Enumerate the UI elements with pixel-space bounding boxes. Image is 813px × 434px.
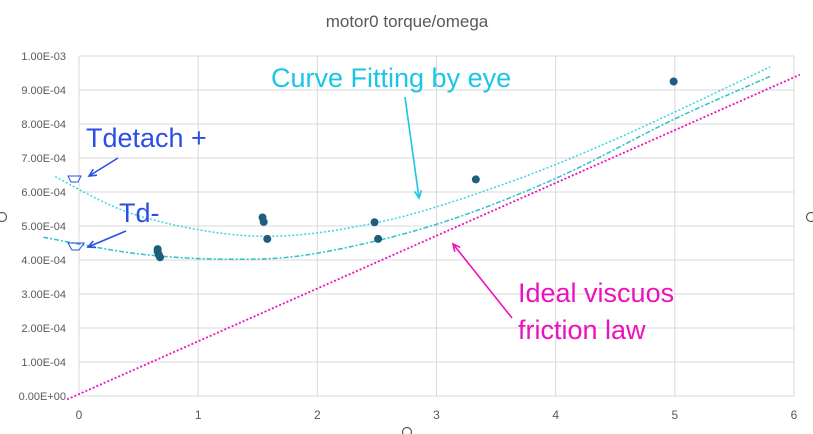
annotations-layer: Tdetach + Td- Curve Fitting by eye Ideal… xyxy=(86,63,674,345)
data-point xyxy=(263,234,272,243)
y-tick-label: 1.00E-04 xyxy=(21,357,66,369)
y-axis-ticks: 0.00E+00 1.00E-04 2.00E-04 3.00E-04 4.00E-04… xyxy=(19,51,66,403)
y-tick-label: 4.00E-04 xyxy=(21,255,66,267)
x-tick-label: 3 xyxy=(433,408,440,422)
arrow-curve-fitting-head xyxy=(413,190,423,200)
arrow-td-shaft xyxy=(87,230,127,248)
x-tick-label: 6 xyxy=(791,408,798,422)
annotation-tdetach-plus: Tdetach + xyxy=(86,123,207,153)
arrow-tdetach-head xyxy=(87,168,98,177)
annotation-ideal-line-2: friction law xyxy=(518,315,646,345)
arrow-curve-fitting-shaft xyxy=(404,96,420,199)
resize-handle xyxy=(401,426,413,434)
ideal-friction-line xyxy=(66,73,801,401)
x-tick-label: 1 xyxy=(195,408,202,422)
y-tick-label: 9.00E-04 xyxy=(21,85,66,97)
y-tick-label: 2.00E-04 xyxy=(21,323,66,335)
selection-handles xyxy=(0,211,813,434)
fit-curve-upper xyxy=(54,66,771,238)
data-point xyxy=(156,253,165,262)
marker-upper xyxy=(67,175,82,183)
arrow-td-head xyxy=(86,240,97,249)
x-tick-label: 2 xyxy=(314,408,321,422)
annotation-arrows xyxy=(67,96,513,319)
y-tick-label: 5.00E-04 xyxy=(21,221,66,233)
x-tick-label: 0 xyxy=(76,408,83,422)
arrow-ideal-shaft xyxy=(452,243,513,319)
y-tick-label: 1.00E-03 xyxy=(21,51,66,63)
annotation-curve-fitting: Curve Fitting by eye xyxy=(271,63,511,93)
points-layer xyxy=(153,77,678,262)
resize-handle xyxy=(805,211,813,223)
data-point xyxy=(370,218,379,227)
data-point xyxy=(669,77,678,86)
y-tick-label: 3.00E-04 xyxy=(21,289,66,301)
x-axis-ticks: 0 1 2 3 4 5 6 xyxy=(76,408,798,422)
annotation-td-minus: Td- xyxy=(119,198,160,228)
data-point xyxy=(374,234,383,243)
y-tick-label: 0.00E+00 xyxy=(19,391,66,403)
series-layer xyxy=(43,66,801,401)
data-point xyxy=(471,175,480,184)
y-tick-label: 8.00E-04 xyxy=(21,119,66,131)
data-point xyxy=(259,217,268,226)
chart-title: motor0 torque/omega xyxy=(326,12,489,31)
y-tick-label: 7.00E-04 xyxy=(21,153,66,165)
grid-lines xyxy=(78,55,795,397)
resize-handle xyxy=(0,211,8,223)
arrow-tdetach-shaft xyxy=(88,157,119,177)
marker-lower xyxy=(67,242,85,251)
y-tick-label: 6.00E-04 xyxy=(21,187,66,199)
x-tick-label: 4 xyxy=(552,408,559,422)
annotation-ideal-line-1: Ideal viscuos xyxy=(518,278,674,308)
arrow-ideal-head xyxy=(451,242,461,252)
x-tick-label: 5 xyxy=(671,408,678,422)
